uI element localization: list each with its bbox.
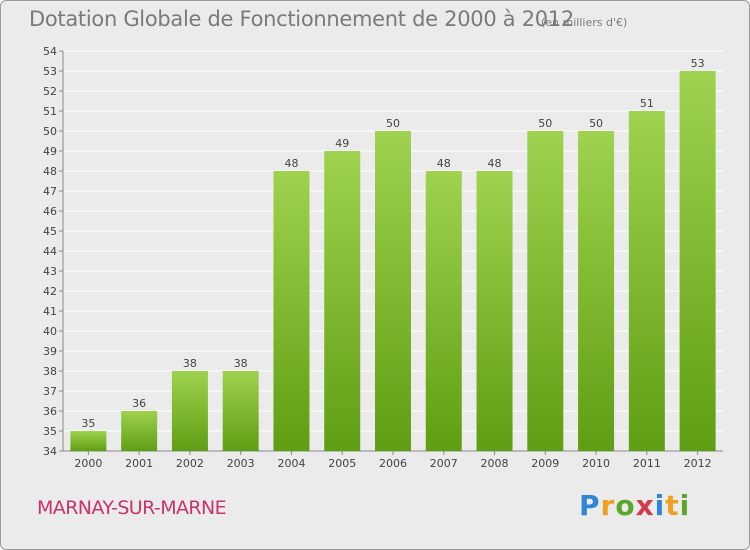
x-tick-label: 2007 — [430, 457, 458, 470]
bar-value-label: 49 — [335, 137, 349, 150]
logo-letter: t — [665, 489, 680, 522]
commune-name: MARNAY-SUR-MARNE — [37, 497, 227, 519]
bar — [628, 111, 665, 451]
y-tick-label: 45 — [43, 225, 57, 238]
x-tick-label: 2002 — [176, 457, 204, 470]
bar-value-label: 50 — [589, 117, 603, 130]
bar-value-label: 36 — [132, 397, 146, 410]
y-tick-label: 43 — [43, 265, 57, 278]
bar-value-label: 50 — [538, 117, 552, 130]
y-tick-label: 50 — [43, 125, 57, 138]
chart-title: Dotation Globale de Fonctionnement de 20… — [29, 7, 574, 31]
bar — [578, 131, 615, 451]
y-tick-label: 34 — [43, 445, 57, 458]
x-tick-label: 2009 — [531, 457, 559, 470]
bar — [171, 371, 208, 451]
bar-value-label: 48 — [437, 157, 451, 170]
y-tick-label: 39 — [43, 345, 57, 358]
y-tick-label: 51 — [43, 105, 57, 118]
y-tick-label: 47 — [43, 185, 57, 198]
y-tick-label: 38 — [43, 365, 57, 378]
y-tick-label: 36 — [43, 405, 57, 418]
logo-letter: x — [635, 489, 655, 522]
bar — [476, 171, 513, 451]
bar-value-label: 48 — [488, 157, 502, 170]
bar — [121, 411, 158, 451]
bar-value-label: 53 — [691, 57, 705, 70]
x-tick-label: 2004 — [277, 457, 305, 470]
y-tick-label: 52 — [43, 85, 57, 98]
x-tick-label: 2005 — [328, 457, 356, 470]
bar — [273, 171, 310, 451]
y-tick-label: 48 — [43, 165, 57, 178]
bar-value-label: 51 — [640, 97, 654, 110]
x-tick-label: 2001 — [125, 457, 153, 470]
proxiti-logo: Proxiti — [579, 489, 690, 522]
y-tick-label: 35 — [43, 425, 57, 438]
logo-letter: P — [579, 489, 601, 522]
y-tick-label: 53 — [43, 65, 57, 78]
bar-value-label: 35 — [81, 417, 95, 430]
bar-value-label: 50 — [386, 117, 400, 130]
y-tick-label: 42 — [43, 285, 57, 298]
bars-layer — [70, 71, 716, 451]
bar — [679, 71, 716, 451]
logo-letter: i — [654, 489, 666, 522]
y-tick-label: 49 — [43, 145, 57, 158]
bar-value-label: 48 — [284, 157, 298, 170]
y-tick-label: 40 — [43, 325, 57, 338]
bar — [222, 371, 259, 451]
x-tick-label: 2011 — [633, 457, 661, 470]
y-tick-label: 46 — [43, 205, 57, 218]
x-tick-label: 2008 — [481, 457, 509, 470]
y-tick-label: 54 — [43, 45, 57, 58]
x-tick-label: 2000 — [74, 457, 102, 470]
bar-value-label: 38 — [234, 357, 248, 370]
bar — [324, 151, 361, 451]
labels-layer: 35 36 38 38 48 49 50 48 48 50 50 51 53 — [81, 57, 704, 430]
x-tick-label: 2010 — [582, 457, 610, 470]
logo-letter: o — [615, 489, 636, 522]
bar — [527, 131, 564, 451]
y-tick-label: 37 — [43, 385, 57, 398]
x-tick-label: 2003 — [227, 457, 255, 470]
y-tick-label: 41 — [43, 305, 57, 318]
bar-value-label: 38 — [183, 357, 197, 370]
chart-subtitle: (en milliers d'€) — [541, 16, 628, 29]
bar — [425, 171, 462, 451]
x-tick-label: 2012 — [684, 457, 712, 470]
bar — [70, 431, 107, 451]
bar — [375, 131, 411, 451]
logo-letter: i — [679, 489, 691, 522]
x-tick-label: 2006 — [379, 457, 407, 470]
logo-letter: r — [600, 489, 616, 522]
y-tick-label: 44 — [43, 245, 57, 258]
